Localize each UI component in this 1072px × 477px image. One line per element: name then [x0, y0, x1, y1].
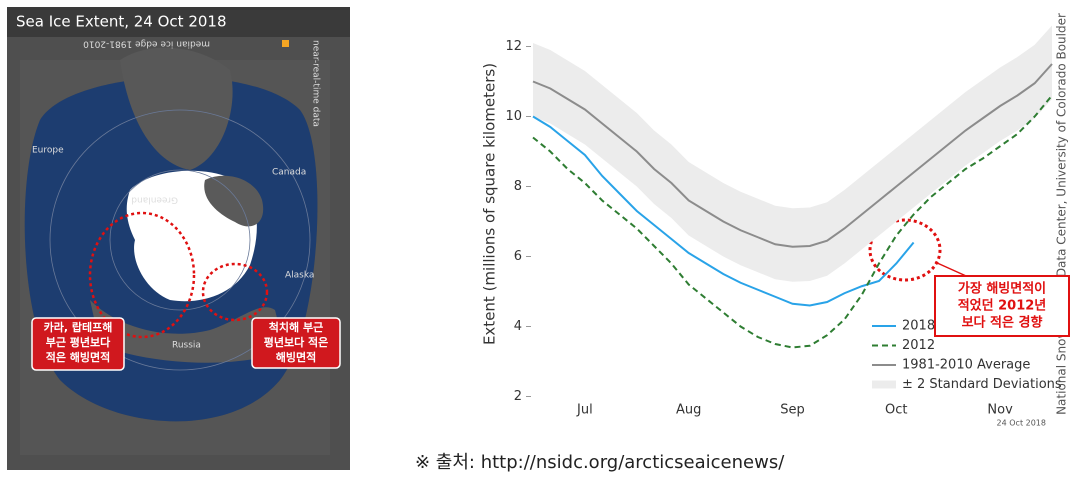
callout-text: 평년보다 적은 [264, 335, 329, 349]
x-tick-label: Jul [576, 403, 593, 418]
y-tick-label: 12 [505, 39, 522, 54]
callout-text: 적은 해빙면적 [46, 350, 111, 364]
place-label: Russia [172, 341, 201, 351]
source: ※ 출처: http://nsidc.org/arcticseaicenews/ [415, 452, 785, 473]
place-label: Greenland [131, 195, 178, 205]
y-tick-label: 6 [514, 249, 522, 264]
credit: National Snow and Ice Data Center, Unive… [1055, 13, 1069, 415]
place-label: Canada [272, 168, 306, 178]
map-side-label: near-real-time data [311, 40, 321, 127]
chart-note: 24 Oct 2018 [997, 419, 1046, 428]
annotation-text: 가장 해빙면적이 [958, 281, 1046, 297]
legend-label: 1981-2010 Average [902, 358, 1030, 373]
figure: Sea Ice Extent, 24 Oct 2018 median ice e… [0, 0, 1072, 477]
place-label: Europe [32, 146, 64, 156]
legend-swatch [282, 40, 289, 47]
x-tick-label: Sep [780, 403, 805, 418]
map-legend: median ice edge 1981-2010 [83, 39, 210, 49]
x-tick-label: Nov [987, 403, 1013, 418]
legend-label: 2018 [902, 319, 935, 334]
y-axis-label: Extent (millions of square kilometers) [481, 63, 499, 345]
x-tick-label: Aug [676, 403, 701, 418]
x-tick-label: Oct [885, 403, 907, 418]
y-tick-label: 10 [505, 109, 522, 124]
y-tick-label: 4 [514, 319, 522, 334]
callout-text: 부근 평년보다 [46, 335, 111, 349]
map-title: Sea Ice Extent, 24 Oct 2018 [16, 13, 227, 31]
annotation-text: 보다 적은 경향 [962, 315, 1043, 331]
legend-label: ± 2 Standard Deviations [902, 377, 1062, 392]
legend-label: 2012 [902, 338, 935, 353]
sd-band [533, 26, 1052, 282]
callout-text: 카라, 랍테프해 [44, 320, 113, 334]
page: Sea Ice Extent, 24 Oct 2018 median ice e… [0, 0, 1072, 477]
y-tick-label: 8 [514, 179, 522, 194]
place-label: Alaska [285, 271, 314, 281]
y-tick-label: 2 [514, 389, 522, 404]
callout-text: 척치해 부근 [269, 320, 323, 334]
callout-text: 해빙면적 [276, 350, 316, 364]
annotation-text: 적었던 2012년 [958, 298, 1047, 314]
